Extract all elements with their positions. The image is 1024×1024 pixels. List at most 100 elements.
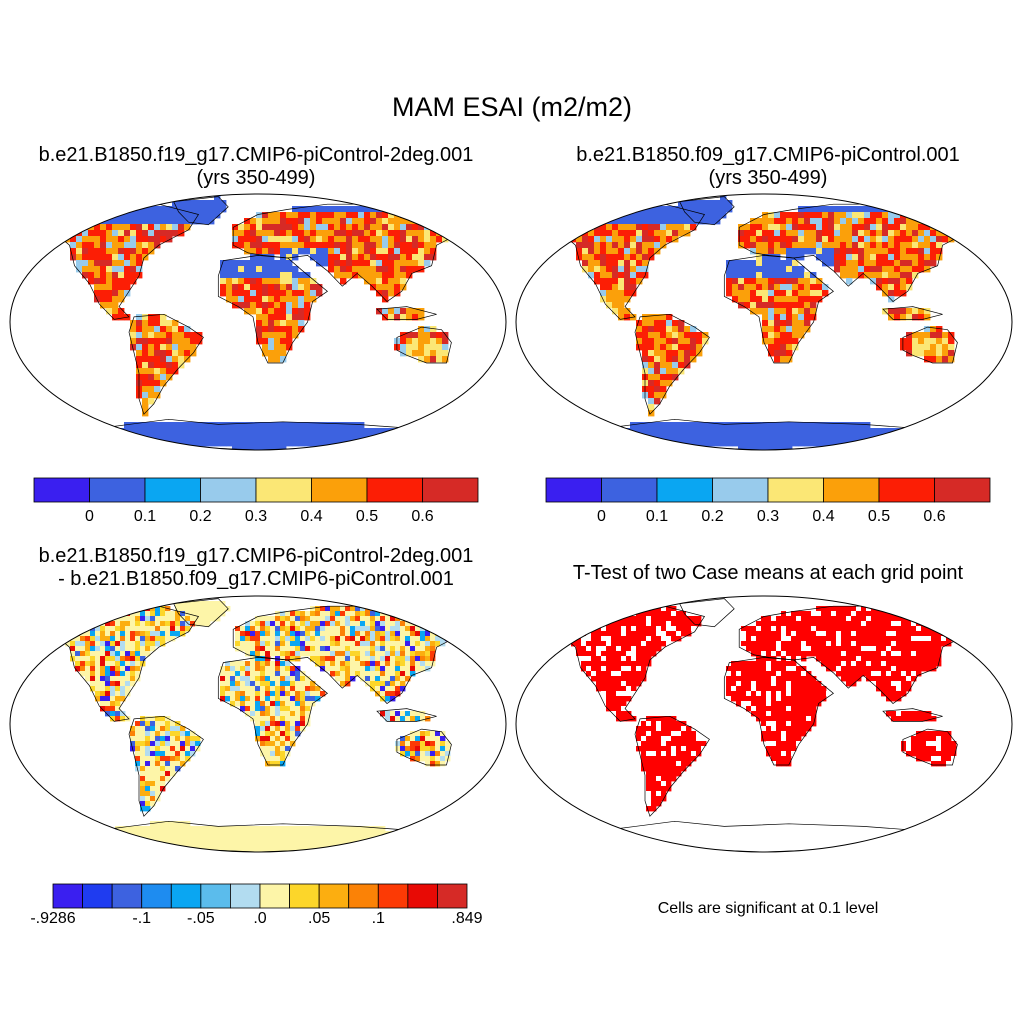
map-cell <box>346 230 353 237</box>
map-cell <box>690 422 697 429</box>
map-cell <box>911 641 917 647</box>
map-cell <box>195 826 201 832</box>
map-cell <box>232 272 239 279</box>
map-cell <box>936 356 943 363</box>
map-cell <box>255 626 261 632</box>
map-cell <box>415 751 421 757</box>
map-cell <box>588 218 595 225</box>
map-cell <box>355 661 361 667</box>
map-cell <box>826 611 832 617</box>
map-cell <box>110 651 116 657</box>
map-cell <box>268 260 275 267</box>
map-cell <box>654 428 661 435</box>
map-cell <box>750 284 757 291</box>
map-cell <box>145 791 151 797</box>
map-cell <box>894 242 901 249</box>
map-cell <box>612 308 619 315</box>
map-cell <box>376 440 383 447</box>
map-cell <box>846 661 852 667</box>
map-cell <box>732 296 739 303</box>
map-cell <box>654 320 661 327</box>
map-cell <box>440 616 446 622</box>
map-cell <box>768 230 775 237</box>
map-cell <box>756 260 763 267</box>
map-cell <box>896 651 902 657</box>
map-cell <box>200 836 206 842</box>
map-cell <box>600 254 607 261</box>
map-cell <box>834 230 841 237</box>
map-cell <box>340 826 346 832</box>
map-cell <box>936 440 943 447</box>
map-cell <box>781 626 787 632</box>
map-cell <box>415 716 421 722</box>
map-cell <box>896 656 902 662</box>
map-cell <box>654 314 661 321</box>
map-cell <box>912 206 919 213</box>
map-cell <box>175 821 181 827</box>
map-cell <box>375 656 381 662</box>
map-cell <box>828 206 835 213</box>
map-cell <box>315 616 321 622</box>
map-cell <box>112 296 119 303</box>
map-cell <box>220 671 226 677</box>
map-cell <box>840 206 847 213</box>
map-cell <box>178 206 185 213</box>
map-cell <box>750 260 757 267</box>
map-cell <box>155 746 161 752</box>
map-cell <box>774 230 781 237</box>
map-cell <box>260 721 266 727</box>
map-cell <box>906 236 913 243</box>
map-cell <box>245 621 251 627</box>
map-cell <box>756 626 762 632</box>
map-cell <box>882 248 889 255</box>
map-cell <box>856 661 862 667</box>
map-cell <box>370 254 377 261</box>
map-cell <box>906 260 913 267</box>
map-cell <box>95 671 101 677</box>
map-cell <box>100 242 107 249</box>
map-cell <box>185 831 191 837</box>
map-cell <box>780 314 787 321</box>
map-cell <box>274 284 281 291</box>
map-cell <box>195 836 201 842</box>
map-cell <box>851 636 857 642</box>
map-cell <box>436 218 443 225</box>
map-cell <box>244 230 251 237</box>
map-cell <box>654 218 661 225</box>
map-cell <box>822 422 829 429</box>
map-cell <box>786 320 793 327</box>
map-cell <box>776 636 782 642</box>
map-cell <box>238 428 245 435</box>
map-cell <box>106 242 113 249</box>
map-cell <box>606 236 613 243</box>
map-cell <box>570 224 577 231</box>
map-cell <box>864 434 871 441</box>
map-cell <box>290 611 296 617</box>
map-cell <box>960 218 967 225</box>
map-cell <box>360 631 366 637</box>
map-cell <box>250 626 256 632</box>
map-cell <box>624 314 631 321</box>
map-cell <box>245 641 251 647</box>
map-cell <box>804 296 811 303</box>
map-cell <box>280 746 286 752</box>
map-cell <box>751 671 757 677</box>
map-cell <box>275 696 281 702</box>
map-cell <box>208 206 215 213</box>
map-cell <box>330 616 336 622</box>
map-cell <box>906 308 913 315</box>
map-cell <box>316 422 323 429</box>
map-cell <box>390 716 396 722</box>
map-cell <box>200 601 206 607</box>
map-cell <box>160 771 166 777</box>
map-cell <box>926 636 932 642</box>
map-cell <box>714 218 721 225</box>
map-cell <box>280 290 287 297</box>
map-cell <box>394 272 401 279</box>
map-cell <box>195 741 201 747</box>
map-cell <box>591 666 597 672</box>
map-cell <box>175 746 181 752</box>
map-cell <box>400 751 406 757</box>
map-cell <box>94 212 101 219</box>
map-cell <box>166 350 173 357</box>
